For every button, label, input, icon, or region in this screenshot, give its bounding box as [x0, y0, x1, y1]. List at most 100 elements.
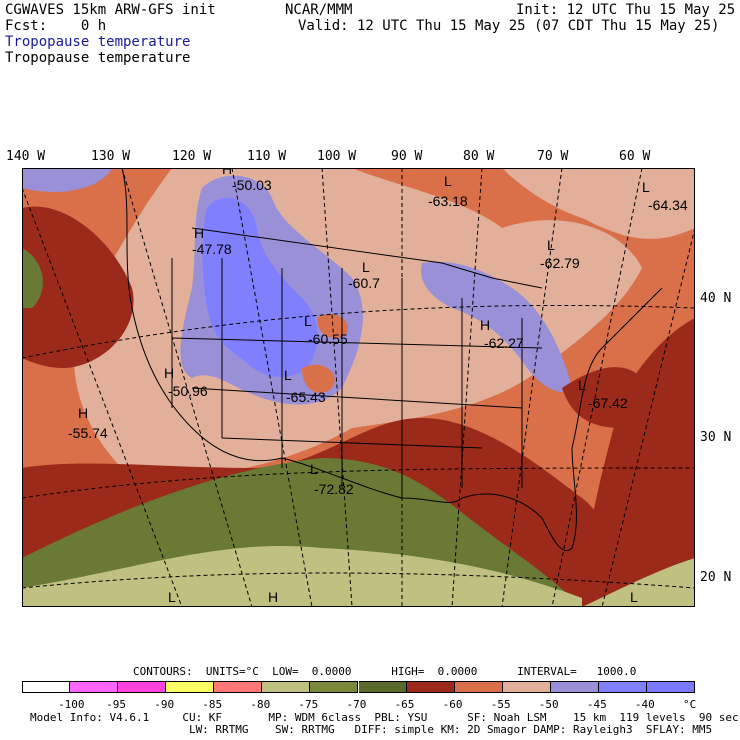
center-value: -64.34 [648, 197, 688, 213]
legend-swatch [166, 681, 215, 693]
center-kind: L [168, 589, 176, 605]
center-kind: L [304, 313, 312, 329]
model-info: Model Info: V4.6.1 CU: KF MP: WDM 6class… [30, 711, 739, 724]
forecast-hour: Fcst: 0 h [5, 18, 107, 34]
legend-swatch [406, 681, 455, 693]
boundaries [22, 168, 695, 607]
center-value: -50.96 [168, 383, 208, 399]
legend-tick-label: -90 [154, 698, 175, 711]
map-panel: H -50.03 H -47.78 L -63.18 L -64.34 L -6… [22, 168, 695, 607]
init-time: Init: 12 UTC Thu 15 May 25 [516, 2, 736, 18]
center-kind: L [362, 259, 370, 275]
region-fill [317, 313, 348, 338]
legend-tick-label: -55 [490, 698, 511, 711]
region-fill [302, 364, 335, 393]
lon-label: 120 W [172, 149, 212, 164]
center-kind: L [310, 461, 318, 477]
legend-swatch [502, 681, 551, 693]
legend-swatch [454, 681, 503, 693]
region-fill [582, 318, 695, 607]
region-fill [502, 168, 695, 239]
center-value: -62.79 [540, 255, 580, 271]
legend-tick-label: -80 [250, 698, 271, 711]
map-frame [22, 168, 695, 607]
legend-swatch [358, 681, 407, 693]
legend-swatch [262, 681, 311, 693]
center-kind: L [284, 367, 292, 383]
lat-label: 30 N [700, 430, 732, 445]
center-kind: H [480, 317, 490, 333]
center-kind: H [164, 365, 174, 381]
latitude-line [22, 572, 695, 589]
center-kind: H [268, 589, 278, 605]
legend-tick-label: -70 [346, 698, 367, 711]
us-canada-border [191, 227, 543, 289]
organization: NCAR/MMM [285, 2, 353, 18]
lon-label: 60 W [619, 149, 651, 164]
center-kind: L [578, 377, 586, 393]
legend-tick-label: -65 [394, 698, 415, 711]
field-title: Tropopause temperature [5, 34, 191, 50]
legend-tick-label: °C [683, 698, 697, 711]
legend-swatch [70, 681, 119, 693]
lat-label: 20 N [700, 570, 732, 585]
legend-swatch [214, 681, 263, 693]
center-value: -62.27 [484, 335, 524, 351]
region-fill [582, 558, 695, 607]
legend-tick-label: -60 [442, 698, 463, 711]
center-value: -55.74 [68, 425, 108, 441]
lat-label: 40 N [700, 291, 732, 306]
center-value: -67.42 [588, 395, 628, 411]
model-info-2: LW: RRTMG SW: RRTMG DIFF: simple KM: 2D … [30, 723, 713, 736]
lon-label: 110 W [247, 149, 287, 164]
center-kind: H [222, 168, 232, 177]
region-fill [202, 197, 318, 378]
legend-tick-label: -100 [58, 698, 85, 711]
legend-tick-label: -50 [538, 698, 559, 711]
legend-tick-label: -45 [586, 698, 607, 711]
legend-swatch [646, 681, 695, 693]
center-value: -65.43 [286, 389, 326, 405]
legend-swatch [118, 681, 167, 693]
center-value: -47.78 [192, 241, 232, 257]
longitude-line [22, 168, 695, 607]
center-value: -50.03 [232, 177, 272, 193]
state-lines [171, 337, 543, 449]
legend-tick-label: -75 [298, 698, 319, 711]
west-coast-line [121, 168, 283, 462]
region-fill [421, 261, 572, 392]
field-subtitle: Tropopause temperature [5, 50, 191, 66]
region-fill [22, 206, 134, 368]
lon-label: 80 W [463, 149, 495, 164]
legend-swatch [550, 681, 599, 693]
center-value: -63.18 [428, 193, 468, 209]
region-fill [22, 546, 582, 607]
center-value: -60.55 [308, 331, 348, 347]
legend-tick-label: -85 [202, 698, 223, 711]
center-kind: H [78, 405, 88, 421]
center-value: -72.82 [314, 481, 354, 497]
legend-swatch [310, 681, 359, 693]
legend-swatch [598, 681, 647, 693]
contours-info: CONTOURS: UNITS=°C LOW= 0.0000 HIGH= 0.0… [133, 665, 637, 678]
lon-label: 100 W [317, 149, 357, 164]
legend-tick-label: -95 [106, 698, 127, 711]
center-kind: H [194, 225, 204, 241]
latitude-line [22, 467, 695, 499]
lon-label: 70 W [537, 149, 569, 164]
region-fill [22, 168, 112, 192]
lon-label: 90 W [391, 149, 423, 164]
latitude-line [22, 304, 695, 359]
center-kind: L [444, 173, 452, 189]
center-kind: L [547, 237, 555, 253]
center-value: -60.7 [348, 275, 380, 291]
lon-label: 130 W [91, 149, 131, 164]
color-legend [22, 681, 695, 693]
legend-tick-label: -40 [634, 698, 655, 711]
model-title: CGWAVES 15km ARW-GFS init [5, 2, 216, 18]
center-kind: L [642, 179, 650, 195]
valid-time: Valid: 12 UTC Thu 15 May 25 (07 CDT Thu … [298, 18, 720, 34]
region-fill [22, 248, 43, 308]
lon-label: 140 W [6, 149, 46, 164]
legend-swatch [22, 681, 71, 693]
